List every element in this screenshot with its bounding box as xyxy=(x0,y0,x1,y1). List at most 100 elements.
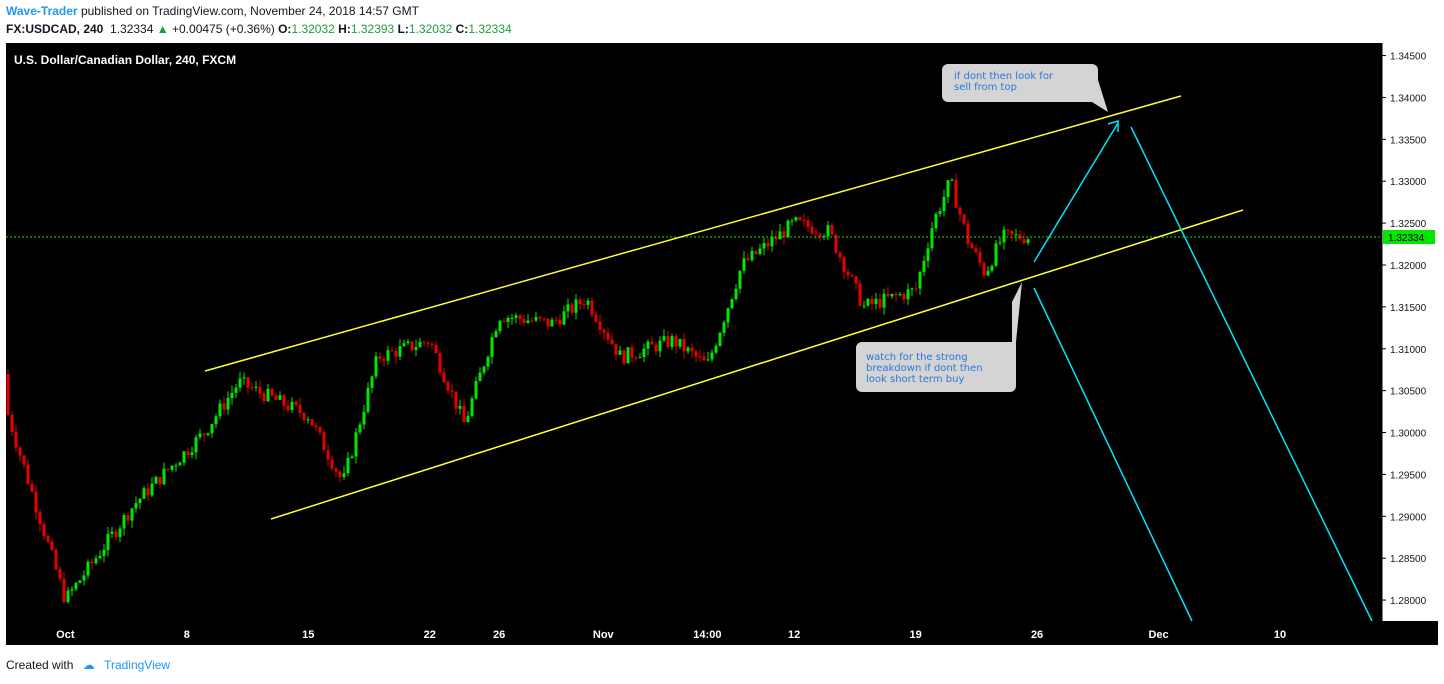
time-axis[interactable] xyxy=(6,621,1438,645)
candle-body xyxy=(570,304,574,313)
up-triangle-icon: ▲ xyxy=(156,22,169,36)
channel-lower-line[interactable] xyxy=(270,209,1244,520)
candle-body xyxy=(254,386,258,388)
candle-body xyxy=(746,258,750,261)
callout-bottom-text: watch for the strong xyxy=(866,352,968,363)
candle-body xyxy=(514,315,518,318)
y-tick-label: 1.31000 xyxy=(1390,345,1427,356)
candle-body xyxy=(114,531,118,537)
candle-body xyxy=(54,549,58,570)
candle-body xyxy=(230,392,234,399)
candle-body xyxy=(574,299,578,313)
candle-body xyxy=(806,220,810,227)
x-tick-label: 12 xyxy=(788,629,800,641)
candle-body xyxy=(742,258,746,271)
callout-bottom-bubble[interactable] xyxy=(856,282,1022,392)
candle-body xyxy=(762,242,766,249)
candle-body xyxy=(714,345,718,353)
candle-body xyxy=(406,341,410,344)
x-tick-label: 22 xyxy=(424,629,436,641)
candle-body xyxy=(46,536,50,542)
candle-body xyxy=(1002,229,1006,243)
down-arrow-line-1[interactable] xyxy=(1033,287,1193,622)
callout-top-bubble[interactable] xyxy=(942,64,1108,112)
publish-info: Wave-Trader published on TradingView.com… xyxy=(6,4,419,18)
candle-body xyxy=(462,405,466,422)
candle-body xyxy=(830,225,834,235)
candle-body xyxy=(342,473,346,478)
x-tick-label: 14:00 xyxy=(693,629,721,641)
candle-body xyxy=(958,207,962,215)
candle-body xyxy=(846,271,850,276)
candle-body xyxy=(630,347,634,358)
candle-body xyxy=(1026,239,1030,244)
candle-body xyxy=(310,419,314,426)
candle-body xyxy=(502,320,506,322)
candle-body xyxy=(430,343,434,345)
candle-body xyxy=(294,401,298,405)
candle-body xyxy=(770,237,774,247)
candle-body xyxy=(274,395,278,400)
candle-body xyxy=(10,414,14,433)
candle-body xyxy=(674,336,678,347)
candle-body xyxy=(62,578,66,603)
candle-body xyxy=(138,498,142,504)
candle-body xyxy=(758,248,762,255)
candle-body xyxy=(566,304,570,312)
close-label: C: xyxy=(455,22,469,36)
candle-body xyxy=(750,250,754,261)
candle-body xyxy=(990,265,994,271)
candle-body xyxy=(318,427,322,433)
candle-body xyxy=(122,515,126,529)
candle-body xyxy=(998,242,1002,244)
candle-body xyxy=(982,263,986,276)
candle-body xyxy=(98,555,102,559)
candle-body xyxy=(970,243,974,249)
candle-body xyxy=(398,346,402,357)
y-tick-label: 1.30000 xyxy=(1390,429,1427,440)
price-axis[interactable] xyxy=(1382,43,1438,621)
candle-body xyxy=(262,393,266,402)
candle-body xyxy=(598,321,602,330)
tradingview-link[interactable]: TradingView xyxy=(104,658,171,672)
channel-upper-line[interactable] xyxy=(204,95,1182,372)
y-tick-label: 1.31500 xyxy=(1390,303,1427,314)
y-tick-label: 1.33000 xyxy=(1390,177,1427,188)
author-link[interactable]: Wave-Trader xyxy=(6,4,78,18)
footer: Created with ☁ TradingView xyxy=(6,658,170,672)
candle-body xyxy=(358,424,362,433)
candle-body xyxy=(862,305,866,307)
low-value: 1.32032 xyxy=(408,22,453,36)
candle-body xyxy=(858,283,862,306)
candle-body xyxy=(550,319,554,327)
published-text: published on TradingView.com, November 2… xyxy=(80,4,419,18)
candle-body xyxy=(290,401,294,411)
candle-body xyxy=(650,341,654,345)
current-price-tag-text: 1.32334 xyxy=(1388,233,1425,244)
candle-body xyxy=(586,300,590,305)
x-tick-label: Oct xyxy=(56,629,75,641)
candle-body xyxy=(866,299,870,306)
y-tick-label: 1.29500 xyxy=(1390,470,1427,481)
plot-area[interactable] xyxy=(6,43,1382,621)
y-tick-labels: 1.34500 1.34000 1.33500 1.33000 1.32500 1.320… xyxy=(1382,52,1427,607)
candle-body xyxy=(726,308,730,323)
up-arrow-line[interactable] xyxy=(1033,122,1119,263)
chart-title: U.S. Dollar/Canadian Dollar, 240, FXCM xyxy=(14,53,236,67)
candle-body xyxy=(626,347,630,364)
candle-body xyxy=(338,471,342,478)
x-tick-label: 15 xyxy=(302,629,314,641)
candle-body xyxy=(894,293,898,296)
down-arrow-line-2[interactable] xyxy=(1130,126,1373,622)
x-tick-label: 10 xyxy=(1274,629,1286,641)
candle-body xyxy=(526,320,530,323)
candle-body xyxy=(322,432,326,451)
candle-body xyxy=(6,373,10,415)
candle-body xyxy=(634,357,638,359)
candle-body xyxy=(682,338,686,352)
high-label: H: xyxy=(338,22,351,36)
candle-body xyxy=(506,317,510,322)
candle-body xyxy=(886,293,890,297)
candle-body xyxy=(426,342,430,344)
